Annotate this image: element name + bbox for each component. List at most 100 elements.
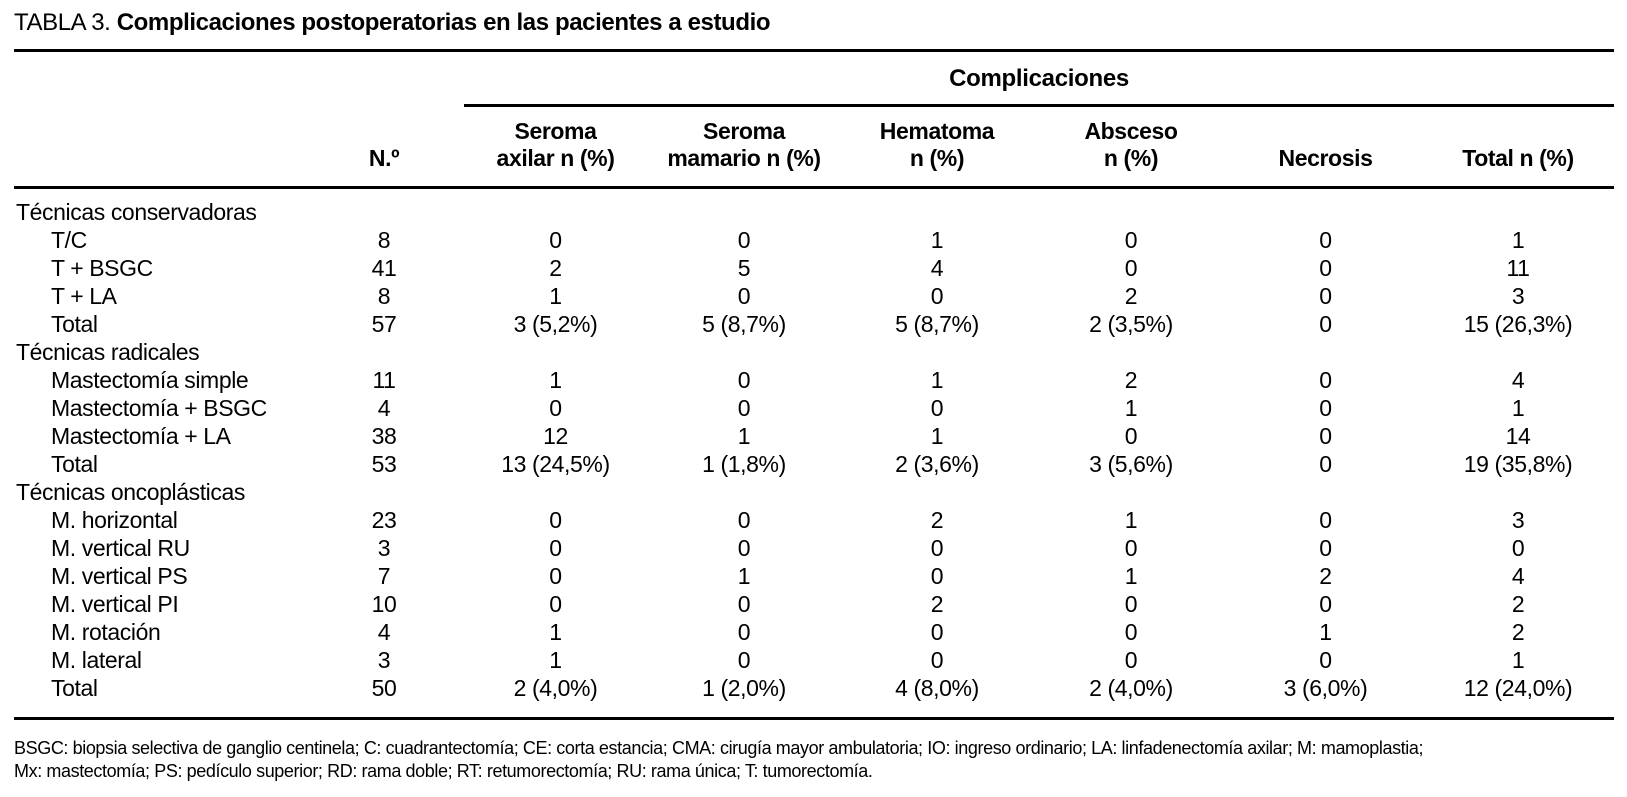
table-row: M. rotación 4 1 0 0 0 1 2 <box>14 618 1614 646</box>
cell-value <box>647 188 841 227</box>
cell-value: 1 <box>1511 395 1525 421</box>
row-label: M. vertical PS <box>51 563 188 589</box>
cell-value: 1 <box>930 227 944 253</box>
cell-value <box>841 338 1033 366</box>
cell-value: 0 <box>1124 591 1138 617</box>
column-header-seroma-mamario: Seroma mamario n (%) <box>647 105 841 189</box>
column-header-n: N.º <box>304 105 464 189</box>
cell-value: 1 <box>549 367 562 393</box>
cell-value: 3 <box>1511 507 1525 533</box>
cell-value <box>1033 188 1229 227</box>
cell-value: 4 <box>377 619 391 645</box>
cell-value <box>1033 338 1229 366</box>
row-label: M. vertical PI <box>51 591 179 617</box>
cell-value: 1 <box>1319 619 1332 645</box>
cell-value: 0 <box>1124 647 1138 673</box>
cell-value: 0 <box>1319 507 1332 533</box>
spanner-row: Complicaciones <box>14 49 1615 107</box>
row-label: Total <box>51 451 98 477</box>
cell-value: 1 <box>930 367 944 393</box>
table-number: TABLA 3. <box>14 9 111 36</box>
table-caption: Complicaciones postoperatorias en las pa… <box>116 9 771 36</box>
cell-value: 2 <box>1124 367 1138 393</box>
row-label: M. rotación <box>51 619 161 645</box>
row-label: M. vertical RU <box>51 535 190 561</box>
spanner-header: Complicaciones <box>464 49 1615 107</box>
cell-value: 0 <box>549 507 562 533</box>
total-row: Total 57 3 (5,2%) 5 (8,7%) 5 (8,7%) 2 (3,5%) 0… <box>14 310 1614 338</box>
cell-value: 0 <box>930 395 944 421</box>
section-row: Técnicas radicales <box>14 338 1614 366</box>
row-label: Mastectomía simple <box>51 367 249 393</box>
cell-value: 0 <box>737 647 751 673</box>
cell-value: 0 <box>1319 647 1332 673</box>
cell-value: 1 (2,0%) <box>702 675 786 701</box>
row-label: T + LA <box>51 283 117 309</box>
cell-value: 1 <box>737 563 751 589</box>
spanner-spacer <box>14 49 464 106</box>
cell-value: 53 <box>371 451 397 477</box>
cell-value: 3 <box>377 647 391 673</box>
column-header-row: N.º Seroma axilar n (%) Seroma mamario n… <box>14 105 1615 189</box>
cell-value: 5 (8,7%) <box>702 311 786 337</box>
cell-value: 0 <box>549 227 562 253</box>
cell-value <box>1422 188 1614 227</box>
total-row: Total 50 2 (4,0%) 1 (2,0%) 4 (8,0%) 2 (4,0%) 3… <box>14 674 1614 719</box>
complications-table: Complicaciones N.º Seroma axilar n (%) S… <box>14 49 1615 720</box>
column-header-total: Total n (%) <box>1422 105 1615 189</box>
cell-value <box>1422 338 1614 366</box>
cell-value: 0 <box>737 367 751 393</box>
row-label: Total <box>51 311 98 337</box>
row-label: M. horizontal <box>51 507 178 533</box>
cell-value <box>1033 478 1229 506</box>
cell-value: 1 (1,8%) <box>702 451 786 477</box>
label-column-header <box>14 105 304 189</box>
cell-value: 14 <box>1505 423 1531 449</box>
cell-value: 1 <box>1124 563 1138 589</box>
cell-value: 0 <box>1319 395 1332 421</box>
row-label: Técnicas conservadoras <box>16 199 257 225</box>
cell-value: 0 <box>737 395 751 421</box>
cell-value: 19 (35,8%) <box>1463 451 1573 477</box>
table-row: M. vertical PS 7 0 1 0 1 2 4 <box>14 562 1614 590</box>
row-label: M. lateral <box>51 647 142 673</box>
total-row: Total 53 13 (24,5%) 1 (1,8%) 2 (3,6%) 3 (5,6%… <box>14 450 1614 478</box>
cell-value: 23 <box>371 507 397 533</box>
cell-value: 57 <box>371 311 397 337</box>
table-row: T/C 8 0 0 1 0 0 1 <box>14 226 1614 254</box>
row-label: Técnicas oncoplásticas <box>16 479 245 505</box>
table-body: Técnicas conservadoras T/C 8 0 0 1 0 0 1 T + BSGC… <box>14 188 1614 719</box>
table-row: M. horizontal 23 0 0 2 1 0 3 <box>14 506 1614 534</box>
footnote-line: Mx: mastectomía; PS: pedículo superior; … <box>14 761 873 781</box>
cell-value: 1 <box>1511 647 1525 673</box>
cell-value: 0 <box>1124 619 1138 645</box>
cell-value: 10 <box>371 591 397 617</box>
cell-value: 1 <box>737 423 751 449</box>
cell-value: 12 <box>543 423 568 449</box>
cell-value: 2 (4,0%) <box>513 675 598 701</box>
cell-value: 4 <box>377 395 391 421</box>
cell-value: 12 (24,0%) <box>1463 675 1573 701</box>
table-row: Mastectomía + BSGC 4 0 0 0 1 0 1 <box>14 394 1614 422</box>
cell-value: 4 (8,0%) <box>895 675 979 701</box>
cell-value: 1 <box>1124 507 1138 533</box>
cell-value: 2 (3,6%) <box>895 451 979 477</box>
cell-value: 2 <box>930 591 944 617</box>
cell-value <box>647 338 841 366</box>
cell-value: 13 (24,5%) <box>501 451 610 477</box>
cell-value: 50 <box>371 675 397 701</box>
cell-value: 0 <box>1319 227 1332 253</box>
cell-value: 0 <box>1124 535 1138 561</box>
cell-value: 2 (4,0%) <box>1089 675 1173 701</box>
cell-value: 38 <box>371 423 397 449</box>
cell-value: 2 <box>930 507 944 533</box>
cell-value: 0 <box>930 535 944 561</box>
row-label: Mastectomía + LA <box>51 423 231 449</box>
row-label: Total <box>51 675 98 701</box>
cell-value: 0 <box>549 395 562 421</box>
cell-value: 1 <box>1124 395 1138 421</box>
cell-value: 11 <box>372 367 396 393</box>
cell-value <box>304 188 464 227</box>
cell-value: 0 <box>1319 283 1332 309</box>
